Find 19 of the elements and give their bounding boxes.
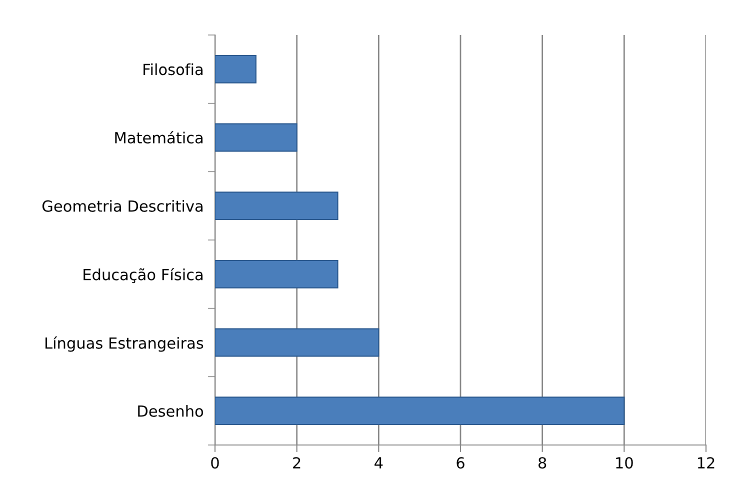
y-tick-label: Línguas Estrangeiras [46, 336, 204, 352]
bar [215, 54, 256, 84]
bar [215, 192, 338, 220]
x-tick-label: 10 [616, 457, 633, 469]
bar [215, 396, 625, 426]
y-tick-label: Filosofia [144, 63, 203, 76]
bar [215, 123, 298, 152]
x-tick-label: 6 [456, 457, 464, 469]
x-tick-label: 8 [538, 457, 546, 469]
x-tick-label: 12 [698, 457, 714, 468]
x-tick-label: 2 [293, 457, 300, 468]
y-tick-label: Educação Física [84, 268, 202, 284]
x-tick-label: 4 [374, 457, 383, 468]
y-tick-label: Geometria Descritiva [42, 200, 203, 212]
bar [215, 328, 380, 357]
bar [215, 260, 338, 288]
y-tick-label: Matemática [115, 131, 202, 144]
x-tick-label: 0 [211, 457, 219, 469]
y-tick-label: Desenho [138, 405, 204, 417]
